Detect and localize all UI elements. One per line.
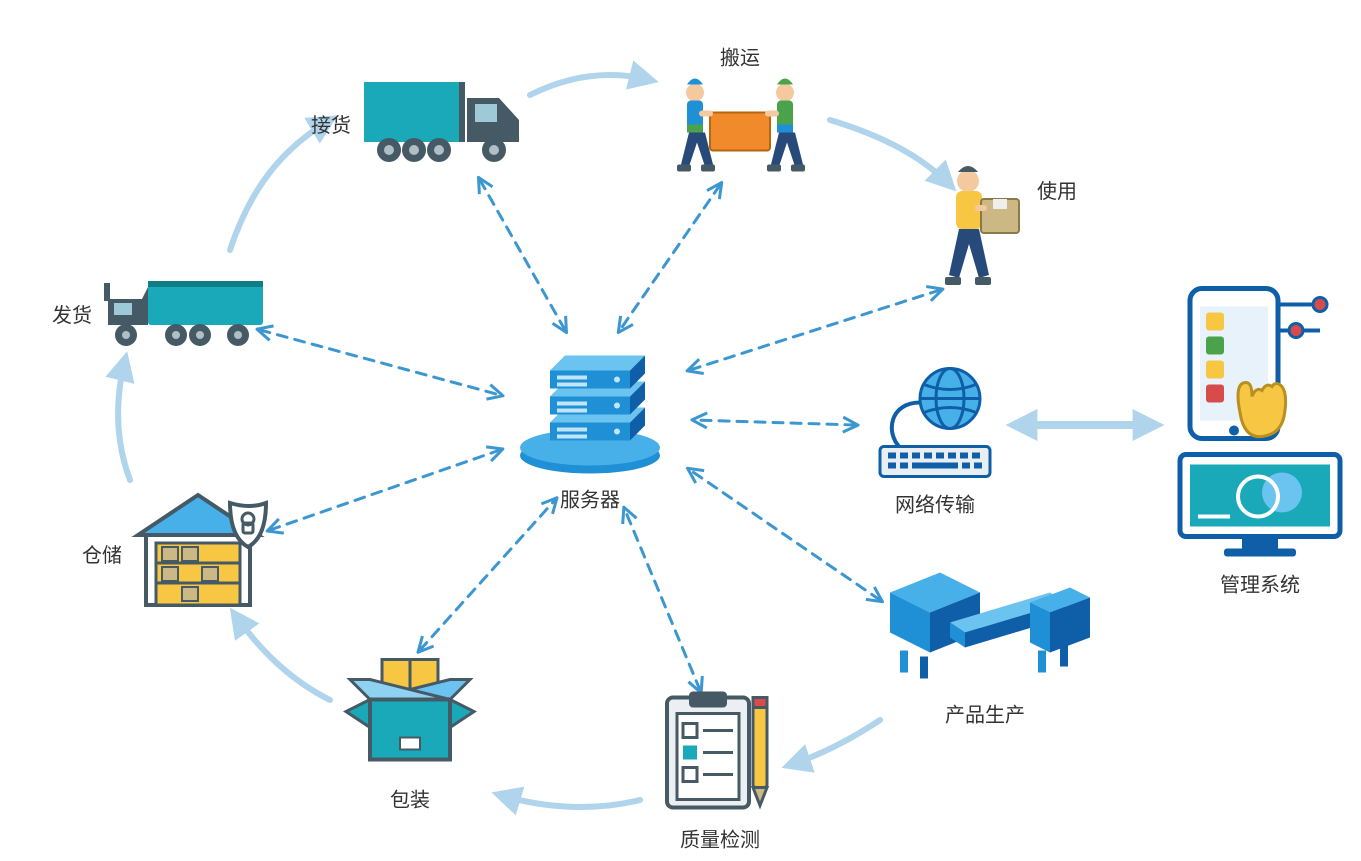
spoke-arrow: [270, 450, 500, 530]
node-management: 管理系统: [1170, 283, 1350, 598]
ring-arrow: [235, 615, 330, 700]
node-receive: 接货: [311, 70, 529, 170]
spoke-arrow: [620, 185, 720, 330]
ring-arrow: [530, 75, 650, 95]
spoke-arrow: [625, 510, 700, 690]
factory-icon: [880, 553, 1090, 693]
node-use-label: 使用: [1037, 175, 1077, 204]
node-use: 使用: [923, 165, 1077, 295]
spoke-arrow: [690, 290, 940, 370]
node-production-label: 产品生产: [880, 699, 1090, 728]
node-production: 产品生产: [880, 553, 1090, 728]
node-receive-label: 接货: [311, 109, 351, 138]
spoke-arrow: [695, 420, 855, 425]
movers-icon: [665, 75, 815, 185]
node-packaging-label: 包装: [340, 784, 480, 813]
server-icon: [505, 328, 675, 478]
spoke-arrow: [690, 470, 880, 600]
management-icon: [1170, 283, 1350, 563]
truck-icon: [359, 70, 529, 170]
open-box-icon: [340, 648, 480, 778]
node-management-label: 管理系统: [1170, 569, 1350, 598]
node-warehouse-label: 仓储: [82, 539, 122, 568]
warehouse-icon: [128, 485, 278, 615]
node-server: 服务器: [505, 328, 675, 513]
node-ship-label: 发货: [52, 299, 92, 328]
clipboard-icon: [655, 688, 785, 818]
ring-arrow: [118, 360, 130, 480]
diagram-canvas: 服务器 接货 搬运: [0, 0, 1361, 861]
spoke-arrow: [260, 330, 500, 395]
spoke-arrow: [420, 500, 555, 650]
node-packaging: 包装: [340, 648, 480, 813]
node-server-label: 服务器: [505, 484, 675, 513]
node-warehouse: 仓储: [82, 485, 278, 615]
node-transport-label: 搬运: [665, 42, 815, 71]
node-network: 网络传输: [870, 363, 1000, 518]
node-quality: 质量检测: [655, 688, 785, 853]
ring-arrow: [790, 720, 880, 765]
node-transport: 搬运: [665, 36, 815, 185]
spoke-arrow: [480, 180, 565, 330]
ring-arrow: [500, 795, 640, 807]
network-icon: [870, 363, 1000, 483]
node-network-label: 网络传输: [870, 489, 1000, 518]
carrier-icon: [923, 165, 1033, 295]
node-ship: 发货: [52, 265, 268, 355]
semi-truck-icon: [98, 265, 268, 355]
node-quality-label: 质量检测: [655, 824, 785, 853]
